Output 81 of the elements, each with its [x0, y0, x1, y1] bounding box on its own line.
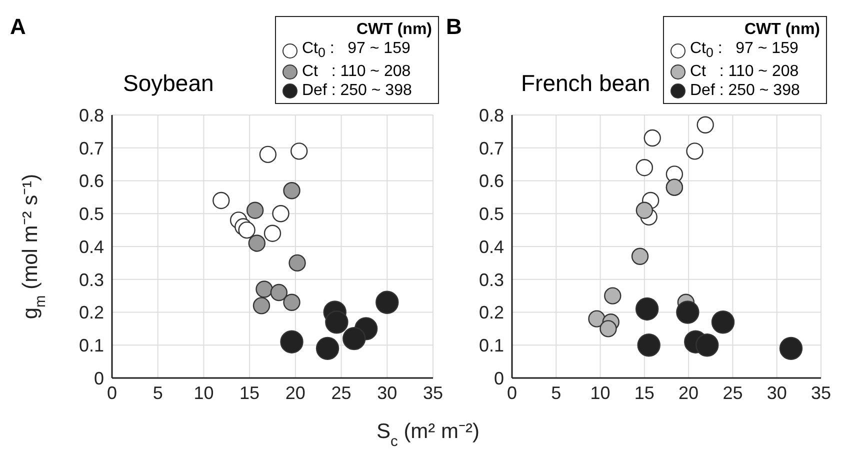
point: [288, 254, 306, 272]
chart-title: French bean: [521, 70, 650, 97]
point: [283, 294, 300, 311]
x-tick-label: 0: [106, 382, 118, 403]
text: B: [446, 14, 462, 40]
point: [779, 336, 803, 360]
point: [212, 192, 230, 210]
point: [325, 310, 348, 334]
point: [696, 116, 714, 134]
y-tick-label: 0: [494, 368, 504, 388]
point: [588, 310, 606, 328]
legend-label: Def : 250 ~ 398: [690, 81, 800, 100]
x-tick-label: 5: [551, 382, 562, 403]
point: [696, 334, 719, 357]
legend-title: CWT (nm): [743, 20, 820, 39]
x-tick-label: 10: [590, 382, 610, 403]
point: [290, 142, 308, 160]
y-tick-label: 0.4: [78, 236, 104, 257]
legend-label: Ct : 110 ~ 208: [690, 62, 799, 82]
point: [676, 300, 700, 324]
x-axis-title: S$_{c}$ (m² m⁻²): [376, 420, 480, 450]
point: [604, 287, 622, 304]
point: [238, 221, 256, 239]
x-tick-label: 35: [810, 382, 832, 403]
point: [631, 248, 649, 265]
y-tick-label: 0.2: [478, 302, 504, 323]
x-tick-label: 10: [194, 382, 214, 403]
point: [636, 159, 654, 176]
point: [637, 334, 660, 357]
chart-title: Soybean: [123, 70, 214, 97]
y-tick-label: 0.7: [78, 138, 104, 158]
y-tick-label: 0.6: [78, 171, 104, 192]
point: [644, 129, 661, 147]
point: [248, 234, 266, 252]
y-tick-label: 0.5: [78, 204, 104, 224]
y-tick-label: 0.1: [78, 336, 104, 356]
point: [272, 205, 290, 222]
y-tick-label: 0.3: [478, 270, 504, 290]
point: [711, 310, 735, 334]
x-tick-label: 25: [331, 382, 352, 403]
x-tick-label: 30: [766, 382, 787, 403]
y-tick-label: 0.2: [78, 302, 104, 323]
point: [252, 297, 270, 314]
x-tick-label: 15: [634, 382, 654, 403]
x-tick-label: 0: [506, 382, 518, 403]
point: [600, 320, 617, 338]
x-tick-label: 15: [240, 382, 260, 403]
point: [376, 290, 399, 314]
legend-label: Ct : 110 ~ 208: [302, 62, 411, 82]
point: [270, 284, 288, 302]
legend-label: Ct$_{0}$ : 97 ~ 159: [690, 39, 798, 62]
point: [280, 330, 304, 354]
y-tick-label: 0.3: [78, 270, 104, 290]
legend-title: CWT (nm): [355, 20, 432, 39]
point: [635, 297, 659, 321]
point: [256, 280, 273, 298]
x-tick-label: 25: [722, 382, 743, 403]
legend-label: Def : 250 ~ 398: [302, 81, 412, 100]
x-tick-label: 5: [152, 382, 163, 403]
legend-label: Ct$_{0}$ : 97 ~ 159: [302, 39, 410, 62]
x-tick-label: 20: [285, 382, 306, 403]
y-tick-label: 0.4: [478, 236, 504, 257]
point: [264, 224, 282, 242]
x-tick-label: 20: [678, 382, 699, 403]
y-tick-label: 0.5: [478, 204, 504, 224]
point: [259, 146, 277, 164]
point: [246, 202, 264, 219]
y-tick-label: 0.8: [478, 105, 504, 126]
y-tick-label: 0.6: [478, 171, 504, 192]
point: [316, 336, 340, 360]
point: [636, 202, 654, 219]
point: [283, 182, 300, 200]
y-tick-label: 0.1: [478, 336, 504, 356]
y-tick-label: 0.8: [78, 105, 104, 126]
point: [342, 326, 366, 350]
x-tick-label: 35: [422, 382, 444, 403]
text: A: [10, 14, 26, 40]
point: [686, 142, 704, 160]
y-tick-label: 0.7: [478, 138, 504, 158]
x-tick-label: 30: [377, 382, 398, 403]
y-tick-label: 0: [94, 368, 104, 388]
